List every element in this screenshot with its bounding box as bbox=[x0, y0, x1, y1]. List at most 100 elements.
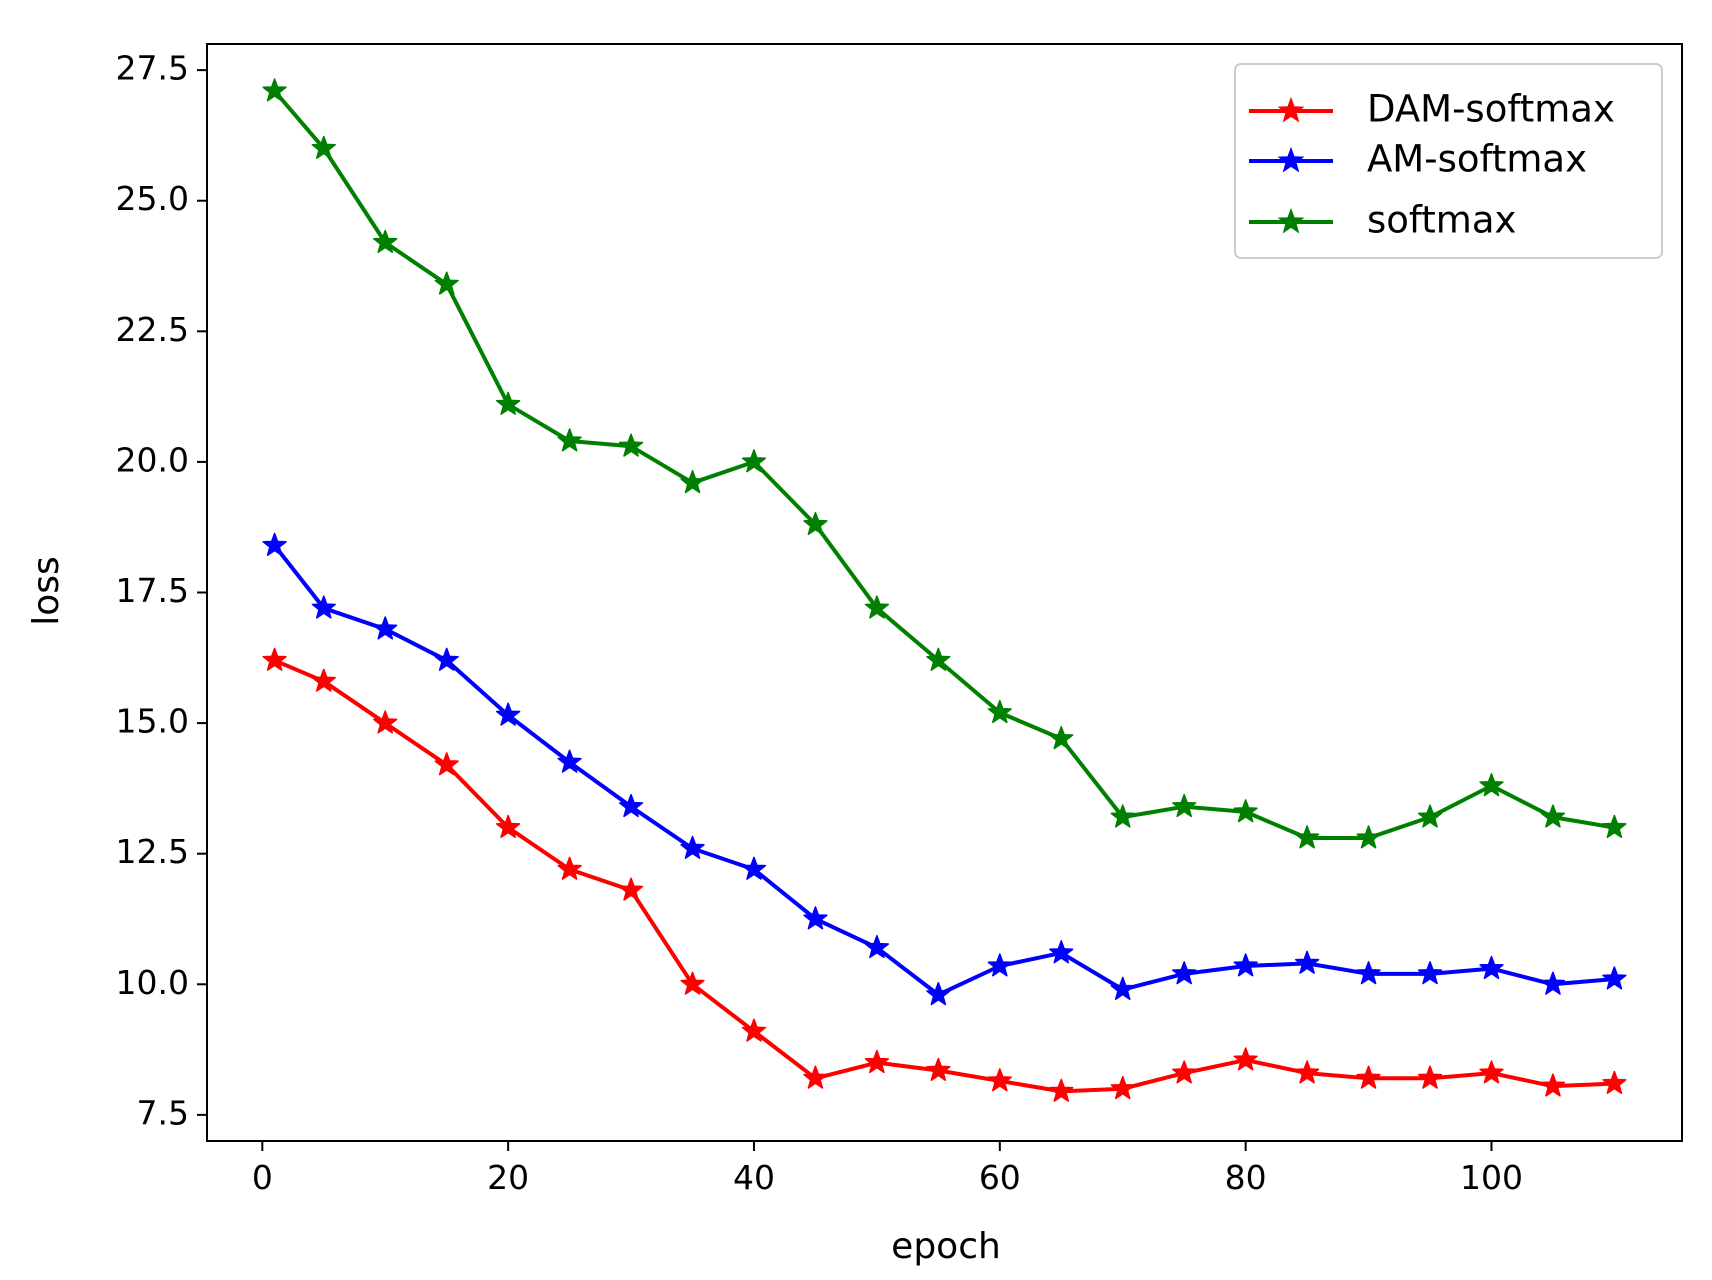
data-point-am-softmax bbox=[311, 595, 336, 619]
data-point-softmax bbox=[1233, 799, 1258, 823]
data-point-softmax bbox=[803, 511, 828, 536]
data-point-am-softmax bbox=[495, 702, 521, 726]
data-point-dam-softmax bbox=[434, 752, 459, 776]
data-point-am-softmax bbox=[926, 981, 951, 1006]
data-point-softmax bbox=[1049, 726, 1074, 750]
legend-label-am-softmax: AM-softmax bbox=[1367, 138, 1587, 181]
data-point-am-softmax bbox=[1540, 971, 1566, 995]
x-tick-label: 80 bbox=[1225, 1158, 1267, 1197]
y-axis-label: loss bbox=[26, 556, 67, 626]
y-tick-label: 12.5 bbox=[116, 832, 189, 871]
y-tick-label: 20.0 bbox=[116, 440, 189, 479]
y-tick-label: 7.5 bbox=[137, 1093, 189, 1132]
data-point-dam-softmax bbox=[680, 971, 705, 995]
data-point-am-softmax bbox=[803, 906, 828, 930]
data-point-dam-softmax bbox=[618, 877, 644, 901]
data-point-dam-softmax bbox=[1294, 1060, 1320, 1084]
data-point-softmax bbox=[741, 449, 767, 473]
data-point-softmax bbox=[434, 271, 459, 295]
data-point-am-softmax bbox=[618, 793, 644, 818]
series-group bbox=[262, 78, 1627, 1102]
data-point-softmax bbox=[311, 135, 336, 159]
data-point-dam-softmax bbox=[1540, 1073, 1566, 1097]
legend-marker-dam-softmax bbox=[1277, 96, 1305, 123]
data-point-dam-softmax bbox=[926, 1057, 951, 1081]
x-axis-label: epoch bbox=[891, 1226, 1001, 1267]
data-point-am-softmax bbox=[987, 953, 1012, 977]
data-point-softmax bbox=[1479, 773, 1504, 797]
data-point-am-softmax bbox=[1049, 940, 1074, 964]
data-point-dam-softmax bbox=[373, 710, 398, 734]
data-point-softmax bbox=[987, 699, 1012, 724]
data-point-softmax bbox=[1356, 825, 1381, 849]
data-point-softmax bbox=[495, 391, 521, 415]
legend-box bbox=[1234, 63, 1663, 259]
data-point-am-softmax bbox=[262, 532, 287, 556]
data-point-am-softmax bbox=[1479, 955, 1504, 980]
data-point-dam-softmax bbox=[1479, 1060, 1504, 1084]
data-point-am-softmax bbox=[864, 934, 890, 959]
axes: 0 20 40 60 80 100 7.5 10.0 12.5 15.0 17.5 20.0 22.5 2… bbox=[116, 43, 1683, 1197]
legend-label-dam-softmax: DAM-softmax bbox=[1367, 88, 1615, 131]
data-point-softmax bbox=[1172, 793, 1197, 818]
data-point-dam-softmax bbox=[741, 1018, 767, 1042]
x-tick-label: 60 bbox=[979, 1158, 1021, 1197]
data-point-dam-softmax bbox=[311, 668, 336, 692]
data-point-am-softmax bbox=[557, 749, 582, 773]
legend-marker-softmax bbox=[1277, 207, 1305, 234]
y-tick-label: 27.5 bbox=[116, 49, 189, 88]
data-point-am-softmax bbox=[434, 647, 459, 671]
x-tick-label: 0 bbox=[252, 1158, 273, 1197]
data-point-dam-softmax bbox=[1110, 1076, 1135, 1100]
y-tick-label: 17.5 bbox=[116, 571, 189, 610]
data-point-dam-softmax bbox=[1049, 1078, 1074, 1102]
data-point-softmax bbox=[1417, 804, 1443, 828]
data-point-am-softmax bbox=[1602, 966, 1627, 990]
data-point-dam-softmax bbox=[495, 814, 521, 839]
data-point-softmax bbox=[618, 433, 644, 457]
legend-marker-am-softmax bbox=[1277, 146, 1305, 173]
data-point-am-softmax bbox=[1172, 961, 1197, 985]
x-tick-label: 20 bbox=[487, 1158, 529, 1197]
data-point-am-softmax bbox=[1294, 950, 1320, 974]
data-point-am-softmax bbox=[1110, 976, 1135, 1000]
data-point-softmax bbox=[262, 78, 287, 102]
data-point-softmax bbox=[926, 647, 951, 671]
x-tick-label: 100 bbox=[1460, 1158, 1523, 1197]
data-point-softmax bbox=[1602, 814, 1627, 839]
legend: DAM-softmax AM-softmax softmax bbox=[1234, 63, 1663, 259]
data-point-am-softmax bbox=[1233, 953, 1258, 977]
data-point-dam-softmax bbox=[1233, 1047, 1258, 1071]
data-point-dam-softmax bbox=[1417, 1065, 1443, 1089]
y-tick-label: 25.0 bbox=[116, 179, 189, 218]
data-point-dam-softmax bbox=[262, 647, 287, 671]
data-point-softmax bbox=[1540, 804, 1566, 828]
data-point-softmax bbox=[1110, 804, 1135, 828]
series-dam-softmax bbox=[262, 647, 1627, 1102]
data-point-am-softmax bbox=[1356, 961, 1381, 985]
legend-entries bbox=[1249, 96, 1333, 234]
series-am-softmax bbox=[262, 532, 1627, 1006]
data-point-dam-softmax bbox=[1172, 1060, 1197, 1084]
data-point-dam-softmax bbox=[803, 1065, 828, 1089]
data-point-dam-softmax bbox=[1602, 1070, 1627, 1094]
data-point-softmax bbox=[1294, 825, 1320, 849]
data-point-dam-softmax bbox=[987, 1068, 1012, 1092]
y-tick-label: 10.0 bbox=[116, 963, 189, 1002]
data-point-softmax bbox=[864, 595, 890, 619]
data-point-softmax bbox=[680, 470, 705, 494]
data-point-am-softmax bbox=[741, 856, 767, 880]
data-point-dam-softmax bbox=[1356, 1065, 1381, 1089]
y-tick-label: 15.0 bbox=[116, 702, 189, 741]
legend-label-softmax: softmax bbox=[1367, 199, 1516, 242]
data-point-softmax bbox=[373, 229, 398, 253]
series-softmax bbox=[262, 78, 1627, 849]
data-point-softmax bbox=[557, 428, 582, 452]
data-point-am-softmax bbox=[680, 835, 705, 859]
data-point-dam-softmax bbox=[864, 1049, 890, 1074]
data-point-am-softmax bbox=[1417, 961, 1443, 985]
y-tick-label: 22.5 bbox=[116, 310, 189, 349]
x-tick-label: 40 bbox=[733, 1158, 775, 1197]
data-point-am-softmax bbox=[373, 616, 398, 640]
